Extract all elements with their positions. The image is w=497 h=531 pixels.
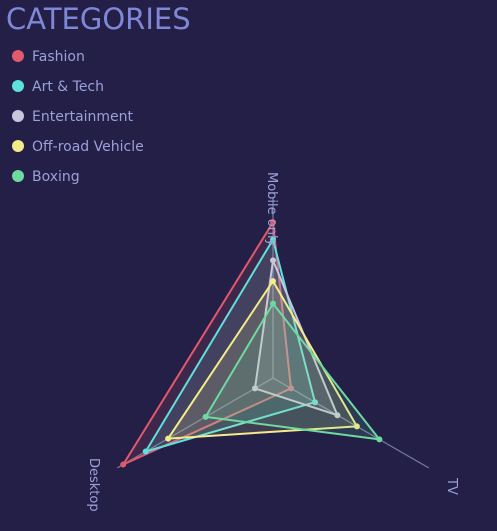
series-1-point-2[interactable] [142, 448, 149, 455]
series-3-point-1[interactable] [353, 423, 360, 430]
series-0-point-1[interactable] [288, 385, 294, 392]
series-area-4[interactable] [204, 302, 381, 441]
legend-marker-0[interactable] [12, 50, 24, 62]
series-layer [120, 219, 383, 468]
legend-marker-2[interactable] [12, 110, 24, 122]
legend-marker-4[interactable] [12, 170, 24, 182]
axis-label-2: Desktop [86, 458, 101, 512]
legend-label-0[interactable]: Fashion [32, 49, 85, 65]
series-0-point-2[interactable] [120, 461, 127, 468]
axis-label-0: Mobile only [264, 172, 279, 247]
legend-label-4[interactable]: Boxing [32, 169, 80, 185]
chart-title: CATEGORIES [6, 2, 191, 36]
series-4-point-1[interactable] [376, 436, 383, 443]
legend-marker-1[interactable] [12, 80, 24, 92]
series-area-0[interactable] [122, 221, 292, 466]
legend-marker-3[interactable] [12, 140, 24, 152]
axis-labels: Mobile only TV Desktop [86, 172, 459, 512]
legend-label-2[interactable]: Entertainment [32, 109, 134, 125]
legend-label-1[interactable]: Art & Tech [32, 79, 104, 95]
series-2-point-0[interactable] [270, 257, 276, 264]
legend-label-3[interactable]: Off-road Vehicle [32, 139, 144, 155]
axis-line-1 [272, 377, 430, 469]
series-4-point-2[interactable] [202, 413, 209, 420]
series-0-point-0[interactable] [270, 219, 276, 226]
series-2-point-2[interactable] [252, 385, 258, 392]
series-2-point-1[interactable] [334, 412, 341, 419]
series-1-point-1[interactable] [312, 399, 318, 406]
series-1-point-0[interactable] [270, 236, 276, 243]
axis-label-1: TV [444, 477, 459, 495]
legend: Fashion Art & Tech Entertainment Off-road V… [12, 49, 144, 185]
series-4-point-0[interactable] [270, 300, 276, 307]
series-3-point-0[interactable] [270, 278, 276, 285]
series-3-point-2[interactable] [165, 435, 172, 442]
